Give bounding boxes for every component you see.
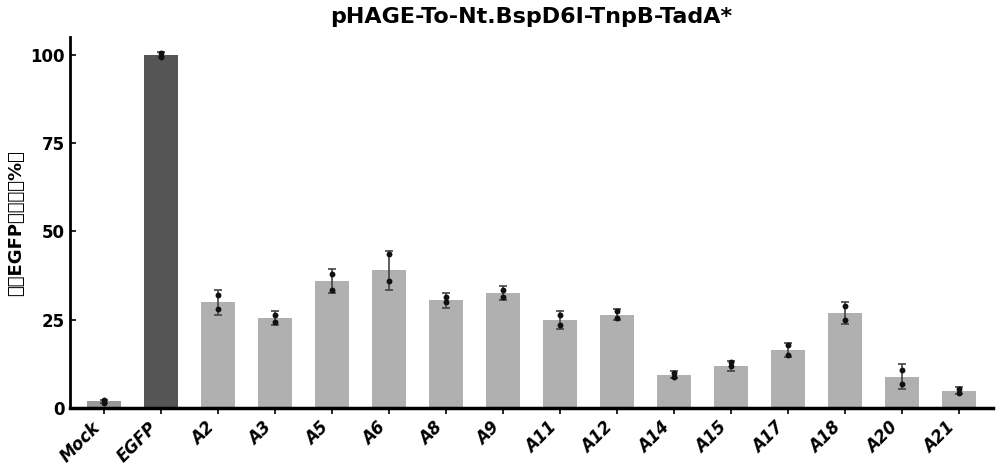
Point (609, 315, 625, 322)
Point (438, 298, 454, 306)
Point (552, 311, 568, 318)
Point (267, 318, 283, 325)
Bar (372, 271, 406, 409)
Point (324, 286, 340, 294)
Point (666, 373, 682, 380)
Bar (315, 281, 349, 409)
Bar (258, 318, 292, 409)
Point (609, 307, 625, 315)
Point (381, 251, 397, 258)
Point (837, 316, 853, 324)
Point (153, 49, 169, 57)
Point (552, 322, 568, 329)
Point (723, 362, 739, 370)
Point (438, 293, 454, 301)
Point (780, 341, 796, 349)
Bar (942, 391, 976, 409)
Bar (885, 377, 919, 409)
Point (495, 286, 511, 294)
Bar (201, 302, 235, 409)
Point (324, 270, 340, 278)
Title: pHAGE-To-Nt.BspD6I-TnpB-TadA*: pHAGE-To-Nt.BspD6I-TnpB-TadA* (330, 7, 733, 27)
Bar (543, 320, 577, 409)
Bar (771, 350, 805, 409)
Y-axis label: 表达EGFP的细胞（%）: 表达EGFP的细胞（%） (7, 149, 25, 296)
Bar (486, 293, 520, 409)
Point (96, 396, 112, 403)
Point (666, 369, 682, 377)
Bar (600, 315, 634, 409)
Point (723, 359, 739, 366)
Point (495, 293, 511, 301)
Point (210, 291, 226, 299)
Point (780, 351, 796, 359)
Bar (828, 313, 862, 409)
Bar (87, 402, 121, 409)
Point (381, 277, 397, 285)
Bar (429, 300, 463, 409)
Point (153, 53, 169, 61)
Point (951, 385, 967, 393)
Point (894, 366, 910, 373)
Bar (657, 375, 691, 409)
Point (96, 399, 112, 407)
Point (951, 389, 967, 396)
Point (894, 380, 910, 387)
Bar (714, 366, 748, 409)
Point (837, 302, 853, 310)
Point (267, 311, 283, 318)
Point (210, 306, 226, 313)
Bar (144, 54, 178, 409)
